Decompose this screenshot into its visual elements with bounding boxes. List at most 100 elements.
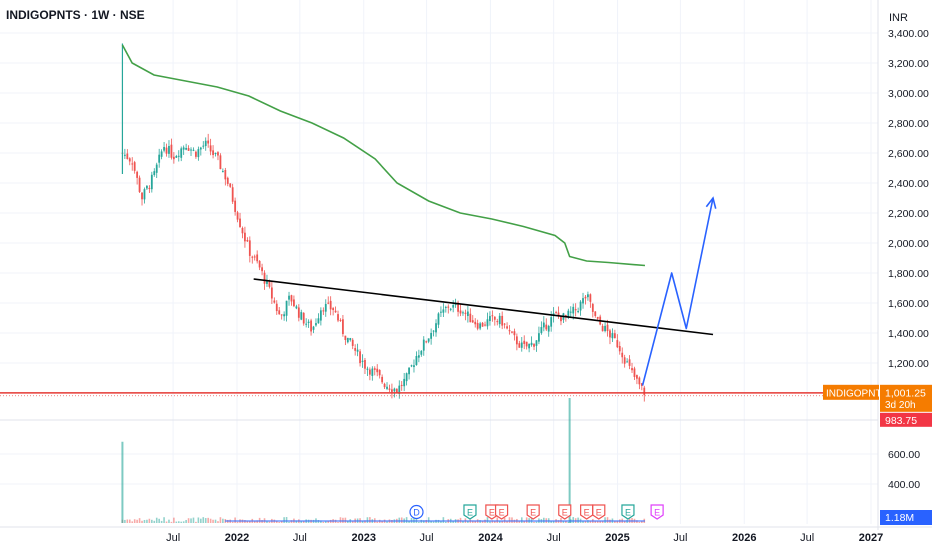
dividend-marker-circle [409, 504, 424, 520]
last-price-tag [880, 384, 932, 412]
volume-bar [501, 521, 503, 523]
candle-body [251, 256, 254, 258]
candle-body [236, 212, 239, 220]
volume-bar [126, 519, 129, 523]
price-tick-label: 2,600.00 [888, 148, 929, 160]
event-marker: E [494, 504, 509, 520]
candle-body [430, 332, 433, 339]
candle-body [513, 331, 516, 336]
time-tick-label: Jul [547, 532, 561, 544]
volume-bar [361, 520, 364, 523]
candle-body [435, 323, 437, 333]
chart-symbol-title: INDIGOPNTS · 1W · NSE [6, 8, 145, 22]
candle-body [520, 342, 523, 348]
earnings-marker-shape [494, 504, 509, 520]
candle-body [640, 383, 643, 386]
candle-body [493, 316, 496, 320]
volume-tag-value: 1.18M [885, 512, 914, 524]
candle-body [221, 171, 224, 173]
candle-body [175, 156, 178, 158]
volume-bar [616, 521, 619, 523]
candle-body [528, 343, 531, 349]
candle-body [420, 350, 423, 355]
symbol-name-tag [823, 384, 879, 400]
volume-bar [518, 520, 521, 523]
candle-body [594, 311, 597, 316]
candle-body [253, 256, 256, 258]
volume-bar [486, 517, 489, 523]
volume-bar [604, 517, 606, 523]
volume-bar [381, 520, 383, 523]
candle-body [626, 361, 629, 363]
candle-body [300, 312, 303, 320]
candle-body [226, 177, 229, 184]
volume-bar [525, 517, 528, 523]
volume-spike-bar [121, 441, 124, 523]
candle-body [542, 322, 545, 328]
projection-arrow [641, 197, 714, 386]
candle-body [447, 306, 450, 308]
candle-body [572, 306, 575, 314]
volume-bar [261, 520, 263, 523]
candle-body [618, 346, 621, 352]
candle-body [207, 140, 210, 144]
candle-body [545, 324, 548, 330]
volume-bar [285, 517, 288, 523]
volume-bar [322, 521, 325, 523]
volume-bar [283, 517, 285, 523]
candle-body [234, 200, 237, 212]
price-tick-label: 2,200.00 [888, 208, 929, 220]
candle-body [427, 338, 430, 342]
event-marker: D [409, 504, 424, 520]
volume-bar [491, 520, 494, 523]
candle-body [498, 315, 501, 325]
event-marker-label: E [584, 508, 590, 518]
volume-bar [327, 520, 330, 523]
volume-bar [427, 517, 430, 523]
volume-bar [577, 517, 579, 523]
volume-bar [344, 517, 347, 523]
candle-body [146, 185, 148, 189]
volume-bar [506, 520, 508, 523]
volume-bar [462, 521, 464, 523]
candle-body [560, 316, 562, 322]
candle-body [616, 340, 619, 348]
candle-body [371, 368, 374, 376]
volume-bar [170, 521, 173, 523]
volume-bar [594, 521, 597, 523]
candle-body [283, 314, 286, 317]
volume-bar [496, 517, 499, 523]
candle-body [261, 267, 263, 272]
candle-body [410, 365, 413, 367]
candle-body [601, 325, 604, 332]
candle-body [444, 306, 447, 308]
event-marker-label: E [596, 508, 602, 518]
volume-bar [136, 519, 138, 523]
candle-body [199, 147, 202, 150]
candle-body [165, 147, 168, 154]
event-marker: E [580, 504, 594, 520]
candle-body [557, 312, 560, 316]
candle-body [133, 162, 136, 171]
candle-body [209, 145, 212, 152]
candle-body [564, 315, 567, 317]
volume-bar [295, 520, 298, 523]
time-axis: Jul 2022 Jul 2023 Jul 2024 Jul 2025 Jul 2026 Jul 20… [166, 532, 883, 544]
candle-body [462, 312, 464, 314]
volume-bar [494, 520, 496, 523]
candle-body [525, 341, 528, 347]
candle-body [613, 333, 616, 339]
candle-body [192, 149, 195, 151]
volume-bar [158, 518, 160, 523]
candle-body [611, 333, 614, 339]
candle-body [591, 304, 594, 312]
candle-body [280, 314, 283, 316]
candle-body [288, 295, 290, 300]
volume-bar [589, 520, 592, 523]
volume-bar [202, 517, 205, 523]
price-tick-label: 3,200.00 [888, 58, 929, 70]
candle-body [190, 149, 192, 151]
last-price-value: 1,001.25 [885, 387, 926, 399]
candle-body [324, 303, 327, 312]
